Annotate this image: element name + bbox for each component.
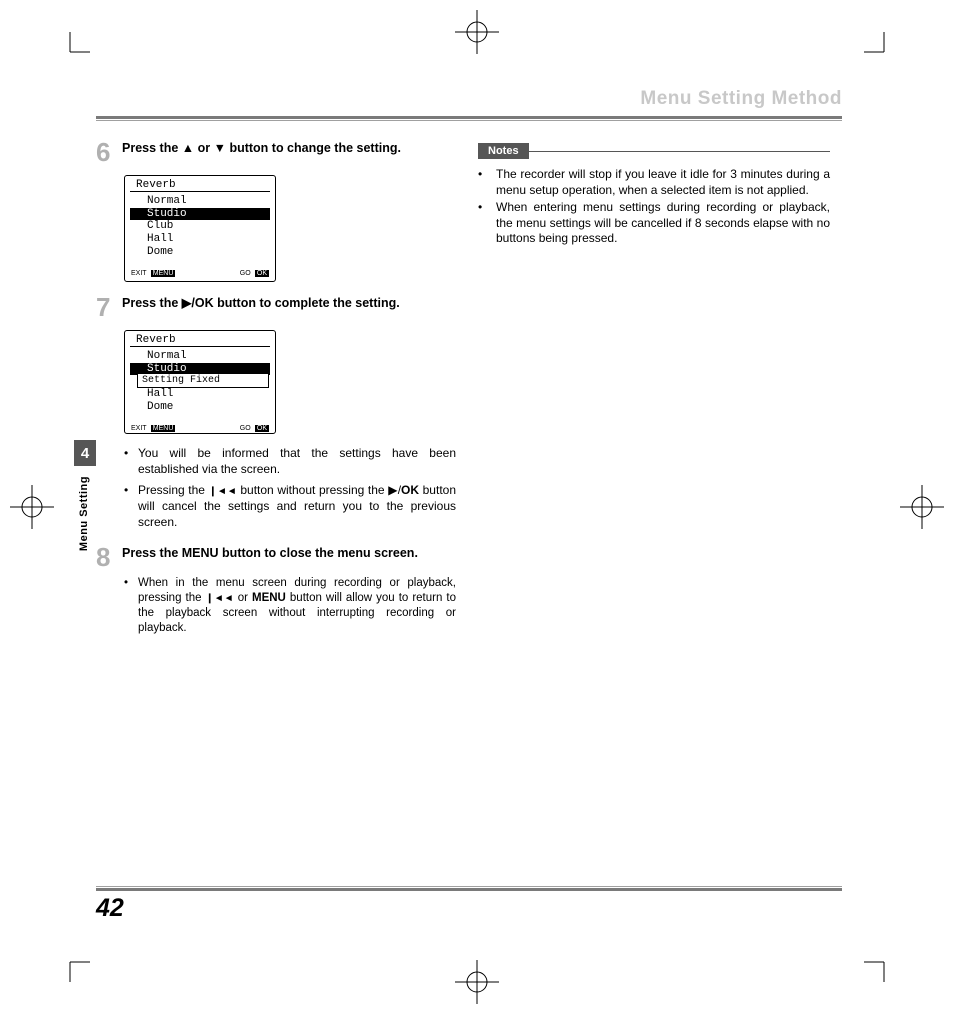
lcd-title: Reverb [130, 334, 270, 347]
regmark-left [10, 485, 54, 534]
step-8: 8 Press the MENU button to close the men… [96, 544, 456, 570]
page-title: Menu Setting Method [96, 88, 842, 110]
bullet-item: • When in the menu screen during recordi… [124, 576, 456, 636]
notes-rule [529, 151, 830, 152]
chapter-label: Menu Setting [78, 476, 90, 551]
lcd-footer: EXIT MENU GO OK [125, 268, 275, 278]
step-6-heading: Press the ▲ or ▼ button to change the se… [122, 139, 456, 157]
cropmark-br [864, 942, 904, 987]
regmark-top [455, 10, 499, 59]
lcd-item: Dome [125, 401, 275, 414]
step-7: 7 Press the ▶/OK button to complete the … [96, 294, 456, 320]
step-8-bullets: • When in the menu screen during recordi… [124, 576, 456, 636]
cropmark-tl [50, 32, 90, 77]
note-item: • The recorder will stop if you leave it… [478, 167, 830, 198]
rewind-icon: ❙◄◄ [206, 593, 234, 604]
step-7-bullets: • You will be informed that the settings… [124, 446, 456, 530]
lcd-item: Normal [125, 195, 275, 208]
notes-list: • The recorder will stop if you leave it… [478, 167, 830, 247]
cropmark-tr [864, 32, 904, 77]
lcd-popup: Setting Fixed [137, 373, 269, 388]
column-left: 6 Press the ▲ or ▼ button to change the … [96, 139, 456, 636]
step-6: 6 Press the ▲ or ▼ button to change the … [96, 139, 456, 165]
lcd-screenshot-6: Reverb Normal Studio Club Hall Dome EXIT… [124, 175, 276, 282]
lcd-item: Hall [125, 233, 275, 246]
notes-label: Notes [478, 143, 529, 159]
step-8-number: 8 [96, 544, 116, 570]
note-item: • When entering menu settings during rec… [478, 200, 830, 247]
regmark-bottom [455, 960, 499, 1009]
footer-rule [96, 886, 842, 891]
page-number: 42 [96, 894, 124, 923]
bullet-item: • Pressing the ❙◄◄ button without pressi… [124, 483, 456, 530]
notes-header: Notes [478, 143, 830, 159]
column-right: Notes • The recorder will stop if you le… [478, 139, 830, 636]
lcd-item: Hall [125, 388, 275, 401]
step-6-number: 6 [96, 139, 116, 165]
up-icon: ▲ [182, 141, 194, 155]
page-body: Menu Setting Method 6 Press the ▲ or ▼ b… [96, 88, 842, 636]
lcd-item: Dome [125, 246, 275, 259]
step-7-number: 7 [96, 294, 116, 320]
regmark-right [900, 485, 944, 534]
columns: 6 Press the ▲ or ▼ button to change the … [96, 139, 842, 636]
step-8-heading: Press the MENU button to close the menu … [122, 544, 456, 562]
lcd-item: Normal [125, 350, 275, 363]
lcd-screenshot-7: Reverb Normal Studio Club Hall Dome Sett… [124, 330, 276, 434]
step-7-heading: Press the ▶/OK button to complete the se… [122, 294, 456, 312]
lcd-item: Club [125, 220, 275, 233]
lcd-footer: EXIT MENU GO OK [125, 423, 275, 433]
down-icon: ▼ [214, 141, 226, 155]
side-tab: 4 Menu Setting [74, 440, 96, 551]
rule-thin [96, 120, 842, 121]
lcd-title: Reverb [130, 179, 270, 192]
play-icon: ▶ [388, 483, 398, 497]
chapter-number: 4 [74, 440, 96, 466]
play-icon: ▶ [182, 296, 192, 310]
lcd-item-selected: Studio [130, 208, 270, 221]
rule-thick [96, 116, 842, 119]
cropmark-bl [50, 942, 90, 987]
bullet-item: • You will be informed that the settings… [124, 446, 456, 477]
rewind-icon: ❙◄◄ [209, 486, 237, 497]
